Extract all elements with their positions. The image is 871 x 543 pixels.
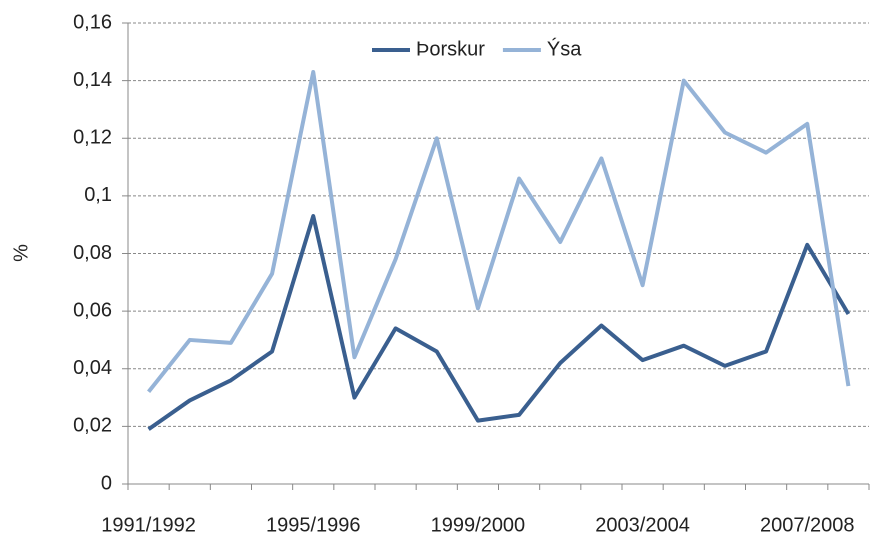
y-tick-label: 0,14 bbox=[73, 69, 112, 91]
y-tick-label: 0,06 bbox=[73, 299, 112, 321]
y-tick-label: 0,16 bbox=[73, 11, 112, 33]
y-tick-label: 0,1 bbox=[84, 184, 112, 206]
y-tick-label: 0 bbox=[101, 472, 112, 494]
line-series bbox=[147, 214, 851, 431]
x-tick-label: 1999/2000 bbox=[431, 514, 526, 536]
legend-label: Þorskur bbox=[416, 38, 485, 60]
legend-label: Ýsa bbox=[547, 37, 582, 60]
y-axis-label: % bbox=[10, 244, 32, 262]
x-tick-label: 2007/2008 bbox=[760, 514, 855, 536]
y-tick-label: 0,08 bbox=[73, 242, 112, 264]
line-series bbox=[147, 69, 851, 394]
y-tick-label: 0,12 bbox=[73, 127, 112, 149]
x-tick-label: 2003/2004 bbox=[595, 514, 690, 536]
y-tick-label: 0,02 bbox=[73, 415, 112, 437]
x-tick-label: 1995/1996 bbox=[266, 514, 361, 536]
y-tick-label: 0,04 bbox=[73, 357, 112, 379]
x-tick-label: 1991/1992 bbox=[101, 514, 196, 536]
